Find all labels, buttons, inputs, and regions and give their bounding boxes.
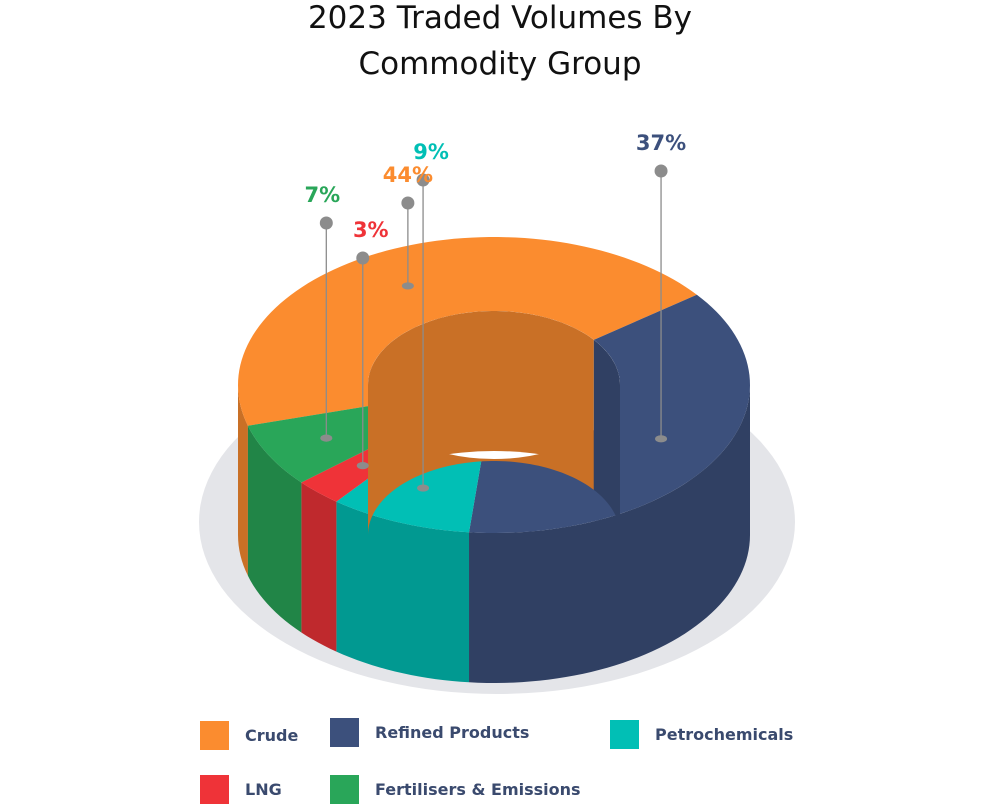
chart-title-line-2: Commodity Group — [358, 46, 642, 82]
wall-lng — [301, 482, 337, 652]
leader-base-dot-refined-products — [655, 435, 668, 443]
leader-tip-dot-refined-products — [654, 164, 668, 178]
leader-tip-dot-fertilisers-emissions — [319, 216, 333, 230]
data-label-lng: 3% — [353, 218, 389, 242]
inner-wall-refined-products — [593, 339, 620, 535]
leader-base-dot-petrochemicals — [417, 484, 430, 492]
leader-base-dot-crude — [401, 282, 414, 290]
legend-swatch-lng — [200, 775, 229, 804]
slice-crude — [238, 237, 697, 426]
leader-base-dot-fertilisers-emissions — [320, 434, 333, 442]
leader-tip-dot-crude — [401, 196, 415, 210]
legend-swatch-petrochemicals — [610, 720, 639, 749]
data-label-refined-products: 37% — [636, 131, 686, 155]
inner-wall-crude — [368, 311, 594, 535]
legend-label-petrochemicals: Petrochemicals — [655, 725, 794, 744]
wall-crude — [238, 385, 248, 576]
data-label-crude: 44% — [383, 163, 433, 187]
legend-swatch-fertilisers-emissions — [330, 775, 359, 804]
leader-tip-dot-lng — [356, 251, 370, 265]
chart-title-line-1: 2023 Traded Volumes By — [307, 0, 693, 36]
legend-label-refined-products: Refined Products — [375, 723, 530, 742]
legend-swatch-crude — [200, 721, 229, 750]
slice-refined-products — [469, 294, 750, 533]
wall-petrochemicals — [336, 501, 470, 683]
legend-label-crude: Crude — [245, 726, 299, 745]
legend-label-fertilisers-emissions: Fertilisers & Emissions — [375, 780, 581, 799]
legend-swatch-refined-products — [330, 718, 359, 747]
wall-refined-products — [469, 385, 750, 683]
slice-fertilisers-emissions — [247, 405, 400, 483]
legend-label-lng: LNG — [245, 780, 282, 799]
data-label-petrochemicals: 9% — [413, 140, 449, 164]
wall-fertilisers-emissions — [247, 425, 302, 633]
data-label-fertilisers-emissions: 7% — [304, 183, 340, 207]
leader-tip-dot-petrochemicals — [416, 173, 430, 187]
leader-base-dot-lng — [356, 462, 369, 470]
